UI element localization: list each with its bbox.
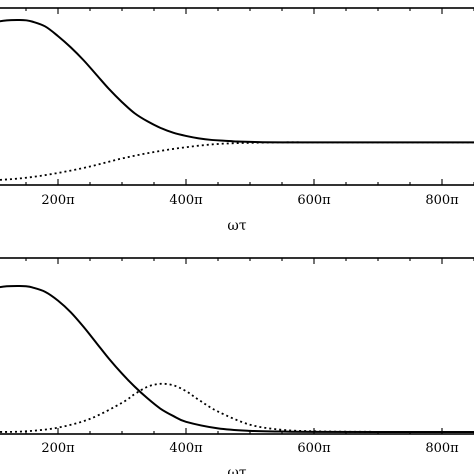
bottom-solid-curve	[0, 284, 474, 434]
top-panel: 200π 400π 600π 800π ωτ	[0, 7, 474, 234]
top-x-tick-label: 200π	[41, 193, 75, 208]
bottom-series	[0, 284, 474, 434]
top-x-axis-label: ωτ	[227, 218, 246, 234]
bottom-x-tick-label: 200π	[41, 441, 75, 456]
bottom-dotted-curve	[0, 382, 474, 433]
bottom-x-tick-label: 400π	[169, 441, 203, 456]
bottom-x-tick-label: 600π	[297, 441, 331, 456]
top-plot-frame	[0, 7, 474, 186]
bottom-x-tick-label: 800π	[425, 441, 459, 456]
top-solid-curve	[0, 18, 474, 144]
top-x-ticks: 200π 400π 600π 800π	[25, 8, 474, 208]
bottom-x-ticks: 200π 400π 600π 800π	[25, 258, 474, 456]
top-x-tick-label: 800π	[425, 193, 459, 208]
top-x-tick-label: 600π	[297, 193, 331, 208]
bottom-x-axis-label: ωτ	[227, 465, 246, 474]
top-x-tick-label: 400π	[169, 193, 203, 208]
top-series	[0, 18, 474, 181]
bottom-plot-frame	[0, 257, 474, 435]
bottom-panel: 200π 400π 600π 800π ωτ	[0, 257, 474, 474]
top-dotted-curve	[0, 141, 474, 181]
